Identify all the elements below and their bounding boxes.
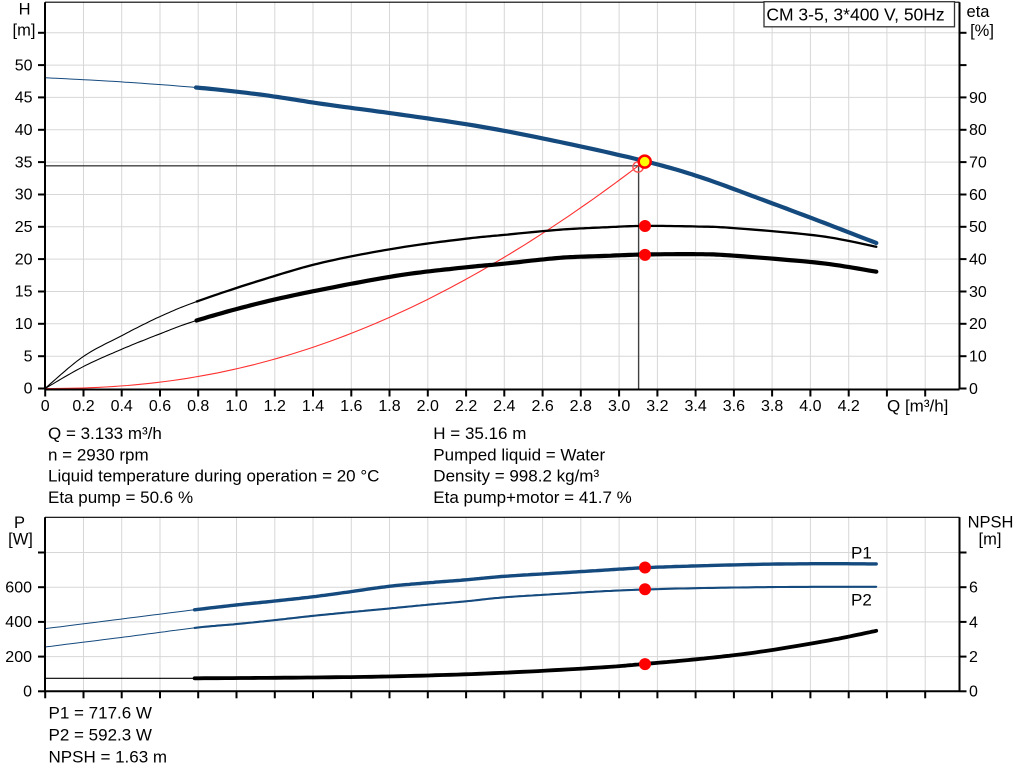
svg-text:1.8: 1.8 <box>378 398 400 415</box>
svg-text:80: 80 <box>969 122 987 139</box>
svg-text:4: 4 <box>969 614 978 631</box>
svg-text:P: P <box>14 514 25 532</box>
svg-text:P2 = 592.3 W: P2 = 592.3 W <box>49 725 152 744</box>
svg-text:P1 = 717.6 W: P1 = 717.6 W <box>49 703 152 722</box>
svg-text:[m]: [m] <box>13 22 36 40</box>
svg-text:1.2: 1.2 <box>264 398 286 415</box>
svg-text:CM 3-5, 3*400 V, 50Hz: CM 3-5, 3*400 V, 50Hz <box>766 4 944 24</box>
svg-text:6: 6 <box>969 580 978 597</box>
svg-text:10: 10 <box>15 316 33 333</box>
svg-text:2: 2 <box>969 649 978 666</box>
svg-text:Density = 998.2 kg/m³: Density = 998.2 kg/m³ <box>433 467 599 486</box>
svg-text:[W]: [W] <box>8 531 33 549</box>
svg-text:NPSH: NPSH <box>968 513 1014 531</box>
svg-text:35: 35 <box>15 154 33 171</box>
svg-text:Liquid temperature during oper: Liquid temperature during operation = 20… <box>48 467 379 486</box>
svg-text:[m]: [m] <box>979 531 1002 549</box>
svg-text:90: 90 <box>969 90 987 107</box>
svg-text:5: 5 <box>24 348 33 365</box>
svg-text:4.0: 4.0 <box>799 398 821 415</box>
svg-text:H: H <box>19 1 31 19</box>
svg-text:n = 2930 rpm: n = 2930 rpm <box>48 445 149 464</box>
svg-text:0: 0 <box>969 684 978 701</box>
svg-text:2.6: 2.6 <box>531 398 553 415</box>
svg-text:3.2: 3.2 <box>646 398 668 415</box>
svg-text:Q = 3.133 m³/h: Q = 3.133 m³/h <box>48 424 162 443</box>
svg-text:20: 20 <box>969 316 987 333</box>
svg-text:eta: eta <box>967 3 991 21</box>
svg-text:0: 0 <box>969 381 978 398</box>
svg-text:3.4: 3.4 <box>684 398 706 415</box>
svg-text:200: 200 <box>5 649 32 666</box>
svg-text:40: 40 <box>969 252 987 269</box>
svg-text:30: 30 <box>969 284 987 301</box>
svg-text:4.2: 4.2 <box>838 398 860 415</box>
svg-text:Q [m³/h]: Q [m³/h] <box>887 396 948 415</box>
svg-text:Eta pump = 50.6 %: Eta pump = 50.6 % <box>48 488 193 507</box>
svg-text:30: 30 <box>15 187 33 204</box>
svg-text:P1: P1 <box>851 544 872 563</box>
svg-text:0: 0 <box>24 381 33 398</box>
svg-text:400: 400 <box>5 614 32 631</box>
svg-text:1.4: 1.4 <box>302 398 324 415</box>
svg-text:0: 0 <box>41 398 50 415</box>
svg-text:0.2: 0.2 <box>72 398 94 415</box>
svg-text:0: 0 <box>23 684 32 701</box>
svg-text:20: 20 <box>15 251 33 268</box>
svg-text:Pumped liquid = Water: Pumped liquid = Water <box>433 445 605 464</box>
svg-text:45: 45 <box>15 90 33 107</box>
svg-text:2.8: 2.8 <box>570 398 592 415</box>
svg-text:1.0: 1.0 <box>225 398 247 415</box>
svg-text:40: 40 <box>15 122 33 139</box>
svg-text:0.8: 0.8 <box>187 398 209 415</box>
svg-text:0.4: 0.4 <box>111 398 133 415</box>
svg-text:60: 60 <box>969 187 987 204</box>
svg-text:2.4: 2.4 <box>493 398 515 415</box>
svg-text:50: 50 <box>969 219 987 236</box>
svg-text:25: 25 <box>15 219 33 236</box>
svg-text:2.0: 2.0 <box>417 398 439 415</box>
svg-text:70: 70 <box>969 155 987 172</box>
svg-text:1.6: 1.6 <box>340 398 362 415</box>
svg-text:[%]: [%] <box>970 22 994 40</box>
svg-text:10: 10 <box>969 349 987 366</box>
svg-text:50: 50 <box>15 57 33 74</box>
svg-text:15: 15 <box>15 284 33 301</box>
svg-text:Eta pump+motor = 41.7 %: Eta pump+motor = 41.7 % <box>433 488 631 507</box>
svg-text:0.6: 0.6 <box>149 398 171 415</box>
svg-text:P2: P2 <box>851 591 872 610</box>
svg-text:3.0: 3.0 <box>608 398 630 415</box>
svg-text:2.2: 2.2 <box>455 398 477 415</box>
svg-text:3.8: 3.8 <box>761 398 783 415</box>
svg-text:H = 35.16 m: H = 35.16 m <box>433 424 526 443</box>
svg-text:600: 600 <box>5 579 32 596</box>
svg-text:NPSH = 1.63 m: NPSH = 1.63 m <box>49 747 168 766</box>
svg-text:3.6: 3.6 <box>723 398 745 415</box>
